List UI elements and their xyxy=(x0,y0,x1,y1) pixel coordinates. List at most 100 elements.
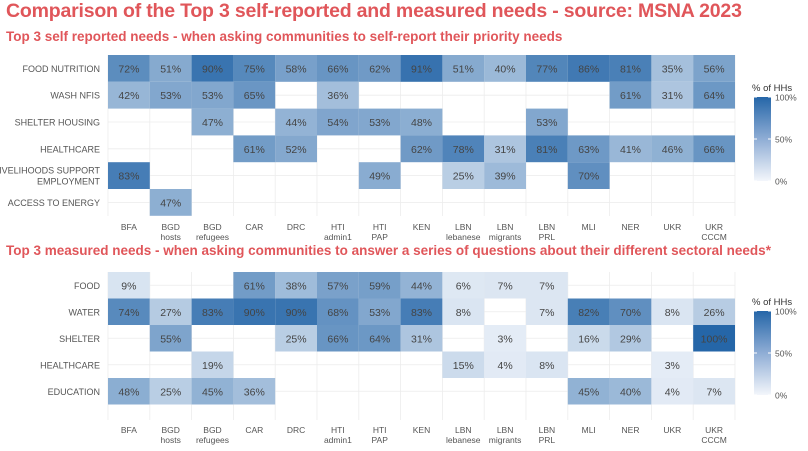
cell-label: 42% xyxy=(118,90,139,102)
heatmap-cell xyxy=(317,55,359,82)
heatmap-cell xyxy=(651,351,694,378)
heatmap-cell xyxy=(108,378,150,405)
cell-label: 3% xyxy=(665,360,680,372)
heatmap-panel-2: 9% 61% 38% 57% 59% 44% 6% 7% 7% 74% 27% 83% 90% 90% 68… xyxy=(40,272,797,445)
column-label-line: NER xyxy=(622,222,640,232)
column-label-line: admin1 xyxy=(324,232,352,242)
column-label: DRC xyxy=(287,222,305,232)
cell-label: 82% xyxy=(578,307,599,319)
row-label: WATER xyxy=(69,307,101,317)
column-label-line: PAP xyxy=(372,232,389,242)
heatmap-cell xyxy=(442,351,485,378)
cell-label: 59% xyxy=(369,280,390,292)
cell-label: 40% xyxy=(495,63,516,75)
column-label-line: CCCM xyxy=(701,232,727,242)
cell-label: 86% xyxy=(578,63,599,75)
cell-label: 51% xyxy=(453,63,474,75)
row-label-line: HEALTHCARE xyxy=(40,144,100,154)
column-label-line: BGD xyxy=(161,222,179,232)
cell-label: 66% xyxy=(327,333,348,345)
row-label: HEALTHCARE xyxy=(40,360,100,370)
row-label: SHELTER HOUSING xyxy=(15,118,100,128)
cell-label: 8% xyxy=(456,307,471,319)
heatmap-cell xyxy=(693,298,735,325)
cell-label: 75% xyxy=(244,63,265,75)
heatmap-cell xyxy=(149,378,192,405)
heatmap-cell xyxy=(442,162,485,189)
legend-colorbar xyxy=(754,97,771,181)
cell-label: 65% xyxy=(244,90,265,102)
heatmap-cell xyxy=(233,272,276,299)
cell-label: 38% xyxy=(286,280,307,292)
cell-label: 25% xyxy=(286,333,307,345)
heatmap-cell xyxy=(526,272,568,299)
column-label-line: UKR xyxy=(705,222,723,232)
heatmap-cell xyxy=(191,108,234,136)
row-label-line: LIVELIHOODS SUPPORT xyxy=(0,166,100,176)
column-label: LBN lebanese xyxy=(446,425,481,445)
heatmap-cell xyxy=(484,162,526,189)
cell-label: 3% xyxy=(498,333,513,345)
heatmap-cell xyxy=(609,135,652,163)
column-label: HTI admin1 xyxy=(324,425,352,445)
column-label: NER xyxy=(622,425,640,435)
cell-label: 19% xyxy=(202,360,223,372)
cell-label: 83% xyxy=(202,307,223,319)
cell-label: 39% xyxy=(495,171,516,183)
cell-label: 7% xyxy=(539,280,554,292)
heatmap-cell xyxy=(693,378,735,405)
legend-title: % of HHs xyxy=(752,297,792,308)
column-label-line: PAP xyxy=(372,435,389,445)
cell-label: 81% xyxy=(536,144,557,156)
column-label: BGD hosts xyxy=(161,222,181,242)
heatmap-cell xyxy=(526,135,568,163)
column-label-line: MLI xyxy=(582,425,596,435)
cell-label: 66% xyxy=(704,144,725,156)
column-label: MLI xyxy=(582,222,596,232)
row-label: FOOD NUTRITION xyxy=(23,64,101,74)
heatmap-cell xyxy=(317,325,359,352)
heatmap-cell xyxy=(275,298,317,325)
heatmap-cell xyxy=(149,325,192,352)
heatmap-cell xyxy=(484,325,526,352)
cell-label: 35% xyxy=(662,63,683,75)
cell-label: 55% xyxy=(160,333,181,345)
heatmap-cell xyxy=(484,351,526,378)
cell-label: 45% xyxy=(578,386,599,398)
chart1-title: Top 3 self reported needs - when asking … xyxy=(6,29,563,44)
cell-label: 49% xyxy=(369,171,390,183)
column-label-line: lebanese xyxy=(446,435,481,445)
column-label: HTI PAP xyxy=(372,425,389,445)
legend-colorbar xyxy=(754,311,771,395)
column-label-line: MLI xyxy=(582,222,596,232)
cell-label: 36% xyxy=(244,386,265,398)
row-label-line: ACCESS TO ENERGY xyxy=(8,198,100,208)
heatmap-cell xyxy=(233,55,276,82)
column-label-line: BGD xyxy=(161,425,179,435)
cell-label: 57% xyxy=(327,280,348,292)
cell-label: 58% xyxy=(286,63,307,75)
column-label: BFA xyxy=(121,222,137,232)
column-label-line: LBN xyxy=(455,425,472,435)
row-label-line: SHELTER xyxy=(59,334,100,344)
heatmap-cell xyxy=(693,135,735,163)
column-label-line: BFA xyxy=(121,425,137,435)
heatmap-cell xyxy=(400,272,443,299)
column-label-line: LBN xyxy=(497,425,514,435)
chart2-title: Top 3 measured needs - when asking commu… xyxy=(6,243,771,258)
column-label-line: lebanese xyxy=(446,232,481,242)
row-label-line: FOOD NUTRITION xyxy=(23,64,101,74)
column-label: UKR xyxy=(663,425,681,435)
heatmap-cell xyxy=(275,325,317,352)
heatmap-cell xyxy=(693,325,735,352)
column-label: DRC xyxy=(287,425,305,435)
legend-tick-label: 50% xyxy=(775,135,792,145)
heatmap-cell xyxy=(149,55,192,82)
cell-label: 7% xyxy=(498,280,513,292)
cell-label: 44% xyxy=(286,117,307,129)
legend-tick-label: 100% xyxy=(775,307,797,317)
heatmap-cell xyxy=(693,55,735,82)
column-label-line: LBN xyxy=(539,222,556,232)
column-label: NER xyxy=(622,222,640,232)
row-label-line: SHELTER HOUSING xyxy=(15,118,100,128)
